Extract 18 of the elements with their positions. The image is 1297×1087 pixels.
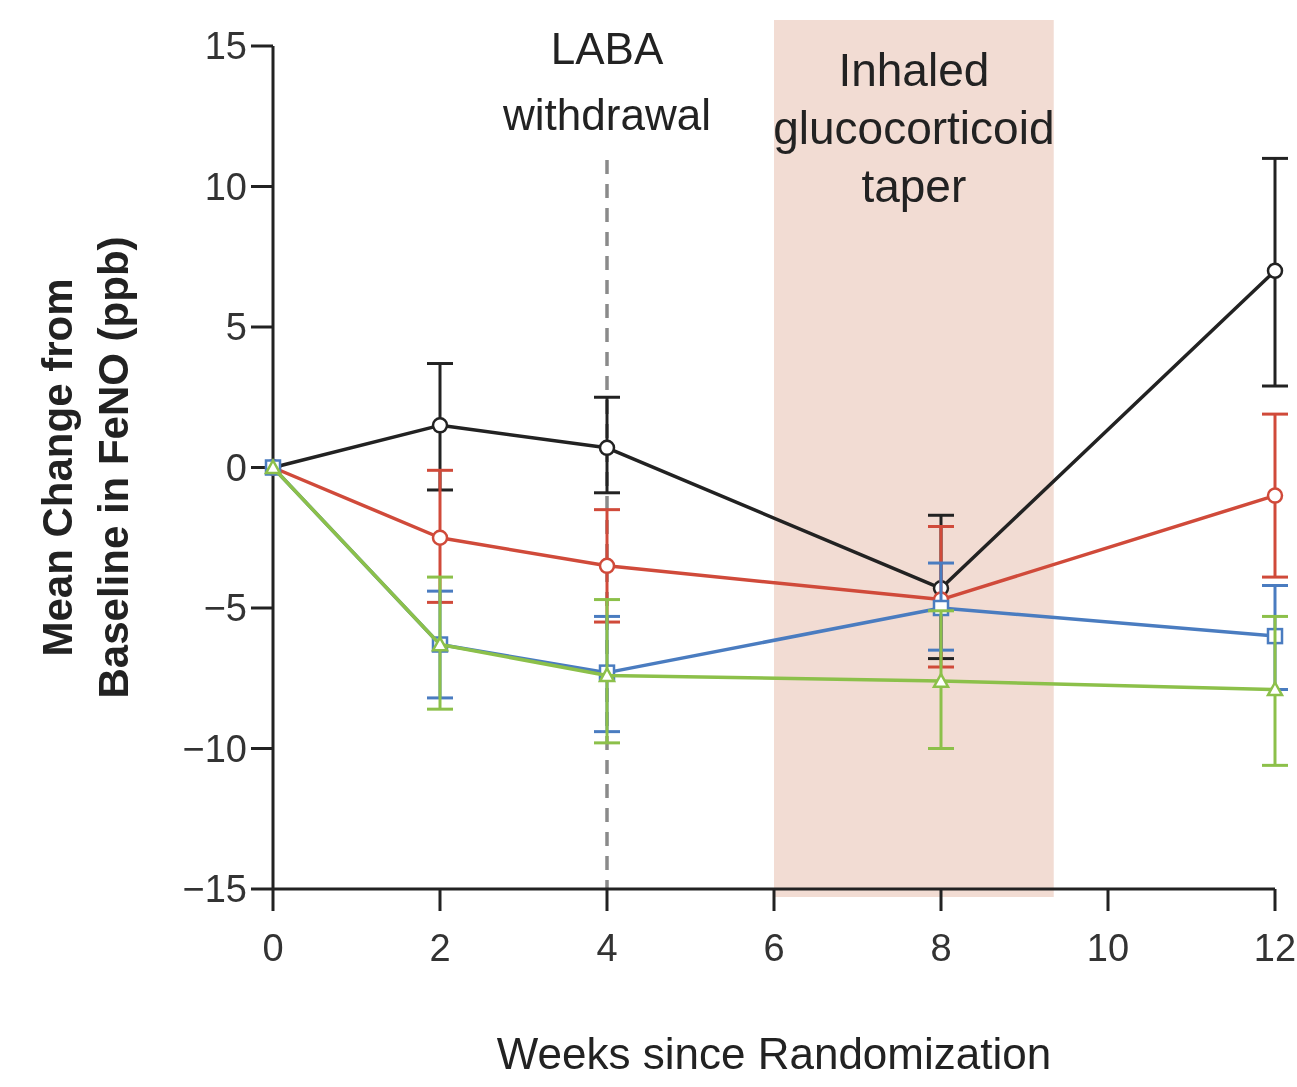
x-tick-label: 0 bbox=[262, 927, 284, 969]
y-tick-label: −10 bbox=[182, 727, 247, 770]
x-tick-label: 6 bbox=[763, 927, 785, 969]
y-tick-label: 5 bbox=[225, 306, 247, 349]
x-tick-label: 12 bbox=[1253, 927, 1297, 969]
x-axis-title: Weeks since Randomization bbox=[496, 1029, 1052, 1078]
y-axis-title: Mean Change from Baseline in FeNO (ppb) bbox=[34, 236, 137, 699]
y-tick-label: −5 bbox=[203, 587, 247, 630]
y-tick-label: 0 bbox=[225, 446, 247, 489]
ref-line-label: LABA withdrawal bbox=[502, 24, 711, 139]
y-tick-label: 15 bbox=[204, 25, 247, 68]
y-tick-label: −15 bbox=[182, 868, 247, 911]
y-tick-label: 10 bbox=[204, 165, 247, 208]
x-tick-label: 4 bbox=[596, 927, 618, 969]
x-tick-label: 2 bbox=[429, 927, 451, 969]
band-label: Inhaled glucocorticoid taper bbox=[773, 44, 1055, 212]
x-tick-label: 10 bbox=[1086, 927, 1130, 969]
x-tick-label: 8 bbox=[930, 927, 952, 969]
